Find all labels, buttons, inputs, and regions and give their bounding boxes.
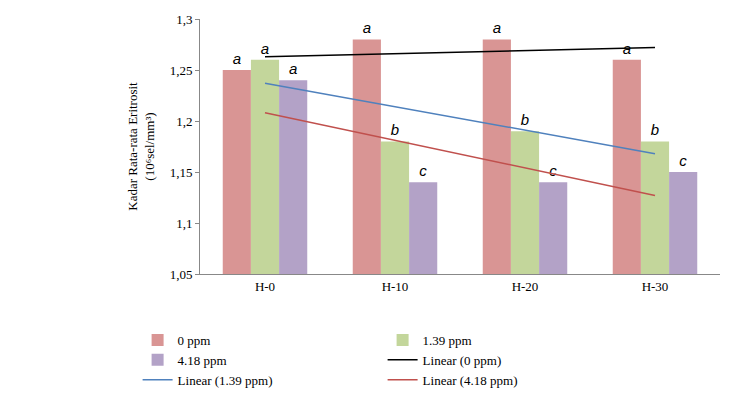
svg-text:a: a	[363, 19, 371, 36]
svg-text:c: c	[419, 162, 427, 179]
svg-text:Linear (4.18 ppm): Linear (4.18 ppm)	[423, 373, 518, 388]
svg-text:c: c	[679, 152, 687, 169]
svg-text:H-10: H-10	[382, 279, 409, 294]
svg-text:a: a	[233, 50, 241, 67]
svg-text:1.39 ppm: 1.39 ppm	[423, 333, 472, 348]
svg-text:Kadar Rata-rata Eritrosit(10⁶s: Kadar Rata-rata Eritrosit(10⁶sel/mm³)	[125, 82, 157, 211]
svg-text:a: a	[623, 40, 631, 57]
svg-text:a: a	[493, 19, 501, 36]
svg-text:1,2: 1,2	[176, 114, 192, 129]
svg-text:a: a	[261, 40, 269, 57]
svg-text:a: a	[289, 60, 297, 77]
svg-text:b: b	[651, 121, 659, 138]
svg-text:1,3: 1,3	[176, 12, 192, 27]
svg-text:1,15: 1,15	[170, 165, 193, 180]
svg-text:4.18 ppm: 4.18 ppm	[178, 353, 227, 368]
svg-text:1,05: 1,05	[170, 267, 193, 282]
svg-text:b: b	[391, 121, 399, 138]
svg-text:c: c	[549, 162, 557, 179]
svg-text:1,25: 1,25	[170, 63, 193, 78]
svg-text:Linear (1.39 ppm): Linear (1.39 ppm)	[178, 373, 273, 388]
svg-text:Linear (0 ppm): Linear (0 ppm)	[423, 353, 502, 368]
svg-text:1,1: 1,1	[176, 216, 192, 231]
svg-text:H-30: H-30	[642, 279, 669, 294]
svg-text:0 ppm: 0 ppm	[178, 333, 211, 348]
svg-text:H-20: H-20	[512, 279, 539, 294]
svg-text:H-0: H-0	[255, 279, 275, 294]
svg-text:b: b	[521, 111, 529, 128]
